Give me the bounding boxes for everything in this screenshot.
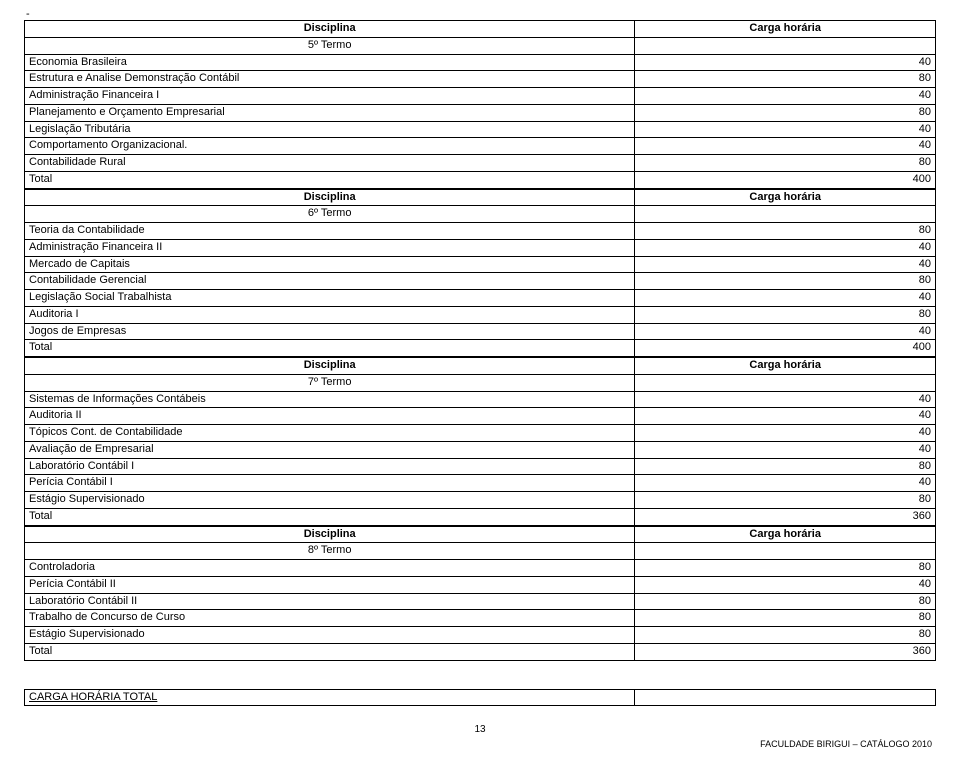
term-title-empty [635, 374, 936, 391]
discipline-label: Administração Financeira I [25, 88, 635, 105]
discipline-label: Contabilidade Rural [25, 155, 635, 172]
col-header-disciplina: Disciplina [25, 189, 635, 206]
discipline-label: Estágio Supervisionado [25, 627, 635, 644]
discipline-label: Mercado de Capitais [25, 256, 635, 273]
discipline-label: Contabilidade Gerencial [25, 273, 635, 290]
footer-page-number: 13 [24, 724, 936, 735]
discipline-hours: 80 [635, 306, 936, 323]
term-total-label: Total [25, 171, 635, 188]
term-table: DisciplinaCarga horária7º Termo Sistemas… [24, 357, 936, 526]
discipline-hours: 40 [635, 256, 936, 273]
term-title-empty [635, 206, 936, 223]
discipline-label: Sistemas de Informações Contábeis [25, 391, 635, 408]
discipline-label: Tópicos Cont. de Contabilidade [25, 425, 635, 442]
discipline-hours: 40 [635, 239, 936, 256]
col-header-carga: Carga horária [635, 189, 936, 206]
col-header-carga: Carga horária [635, 21, 936, 38]
term-title: 8º Termo [25, 543, 635, 560]
final-total-value: 3.120 [635, 689, 936, 706]
discipline-hours: 80 [635, 155, 936, 172]
discipline-label: Administração Financeira II [25, 239, 635, 256]
discipline-label: Comportamento Organizacional. [25, 138, 635, 155]
discipline-hours: 80 [635, 627, 936, 644]
discipline-label: Perícia Contábil I [25, 475, 635, 492]
discipline-label: Auditoria II [25, 408, 635, 425]
discipline-hours: 80 [635, 593, 936, 610]
term-title-empty [635, 37, 936, 54]
col-header-disciplina: Disciplina [25, 21, 635, 38]
term-total-label: Total [25, 508, 635, 525]
discipline-label: Jogos de Empresas [25, 323, 635, 340]
discipline-hours: 80 [635, 492, 936, 509]
discipline-hours: 40 [635, 290, 936, 307]
col-header-disciplina: Disciplina [25, 526, 635, 543]
discipline-hours: 80 [635, 458, 936, 475]
discipline-hours: 80 [635, 223, 936, 240]
discipline-hours: 80 [635, 104, 936, 121]
discipline-label: Avaliação de Empresarial [25, 441, 635, 458]
discipline-hours: 40 [635, 408, 936, 425]
discipline-hours: 40 [635, 391, 936, 408]
discipline-label: Teoria da Contabilidade [25, 223, 635, 240]
term-total-value: 360 [635, 508, 936, 525]
discipline-label: Legislação Tributária [25, 121, 635, 138]
discipline-hours: 40 [635, 576, 936, 593]
term-total-label: Total [25, 643, 635, 660]
discipline-label: Trabalho de Concurso de Curso [25, 610, 635, 627]
term-total-label: Total [25, 340, 635, 357]
curriculum-tables: DisciplinaCarga horária5º Termo Economia… [24, 20, 936, 661]
discipline-hours: 80 [635, 610, 936, 627]
discipline-label: Laboratório Contábil II [25, 593, 635, 610]
term-title: 5º Termo [25, 37, 635, 54]
footer-right-text: FACULDADE BIRIGUI – CATÁLOGO 2010 [24, 739, 936, 749]
discipline-hours: 40 [635, 54, 936, 71]
discipline-label: Planejamento e Orçamento Empresarial [25, 104, 635, 121]
discipline-label: Estrutura e Analise Demonstração Contábi… [25, 71, 635, 88]
top-dash: - [24, 8, 936, 20]
term-total-value: 360 [635, 643, 936, 660]
term-table: DisciplinaCarga horária5º Termo Economia… [24, 20, 936, 189]
col-header-carga: Carga horária [635, 358, 936, 375]
discipline-label: Laboratório Contábil I [25, 458, 635, 475]
final-total-label: CARGA HORÁRIA TOTAL [29, 691, 157, 703]
discipline-label: Legislação Social Trabalhista [25, 290, 635, 307]
discipline-hours: 80 [635, 560, 936, 577]
discipline-hours: 40 [635, 323, 936, 340]
col-header-carga: Carga horária [635, 526, 936, 543]
term-total-value: 400 [635, 340, 936, 357]
final-total-table: CARGA HORÁRIA TOTAL 3.120 [24, 689, 936, 707]
term-title-empty [635, 543, 936, 560]
discipline-hours: 40 [635, 475, 936, 492]
term-total-value: 400 [635, 171, 936, 188]
term-title: 6º Termo [25, 206, 635, 223]
col-header-disciplina: Disciplina [25, 358, 635, 375]
discipline-hours: 40 [635, 425, 936, 442]
discipline-hours: 40 [635, 138, 936, 155]
discipline-hours: 40 [635, 121, 936, 138]
discipline-label: Estágio Supervisionado [25, 492, 635, 509]
discipline-hours: 80 [635, 71, 936, 88]
discipline-label: Perícia Contábil II [25, 576, 635, 593]
discipline-hours: 80 [635, 273, 936, 290]
term-table: DisciplinaCarga horária6º Termo Teoria d… [24, 189, 936, 358]
term-table: DisciplinaCarga horária8º Termo Controla… [24, 526, 936, 661]
discipline-label: Controladoria [25, 560, 635, 577]
discipline-label: Auditoria I [25, 306, 635, 323]
discipline-hours: 40 [635, 88, 936, 105]
final-total-label-cell: CARGA HORÁRIA TOTAL [25, 689, 635, 706]
discipline-label: Economia Brasileira [25, 54, 635, 71]
discipline-hours: 40 [635, 441, 936, 458]
term-title: 7º Termo [25, 374, 635, 391]
